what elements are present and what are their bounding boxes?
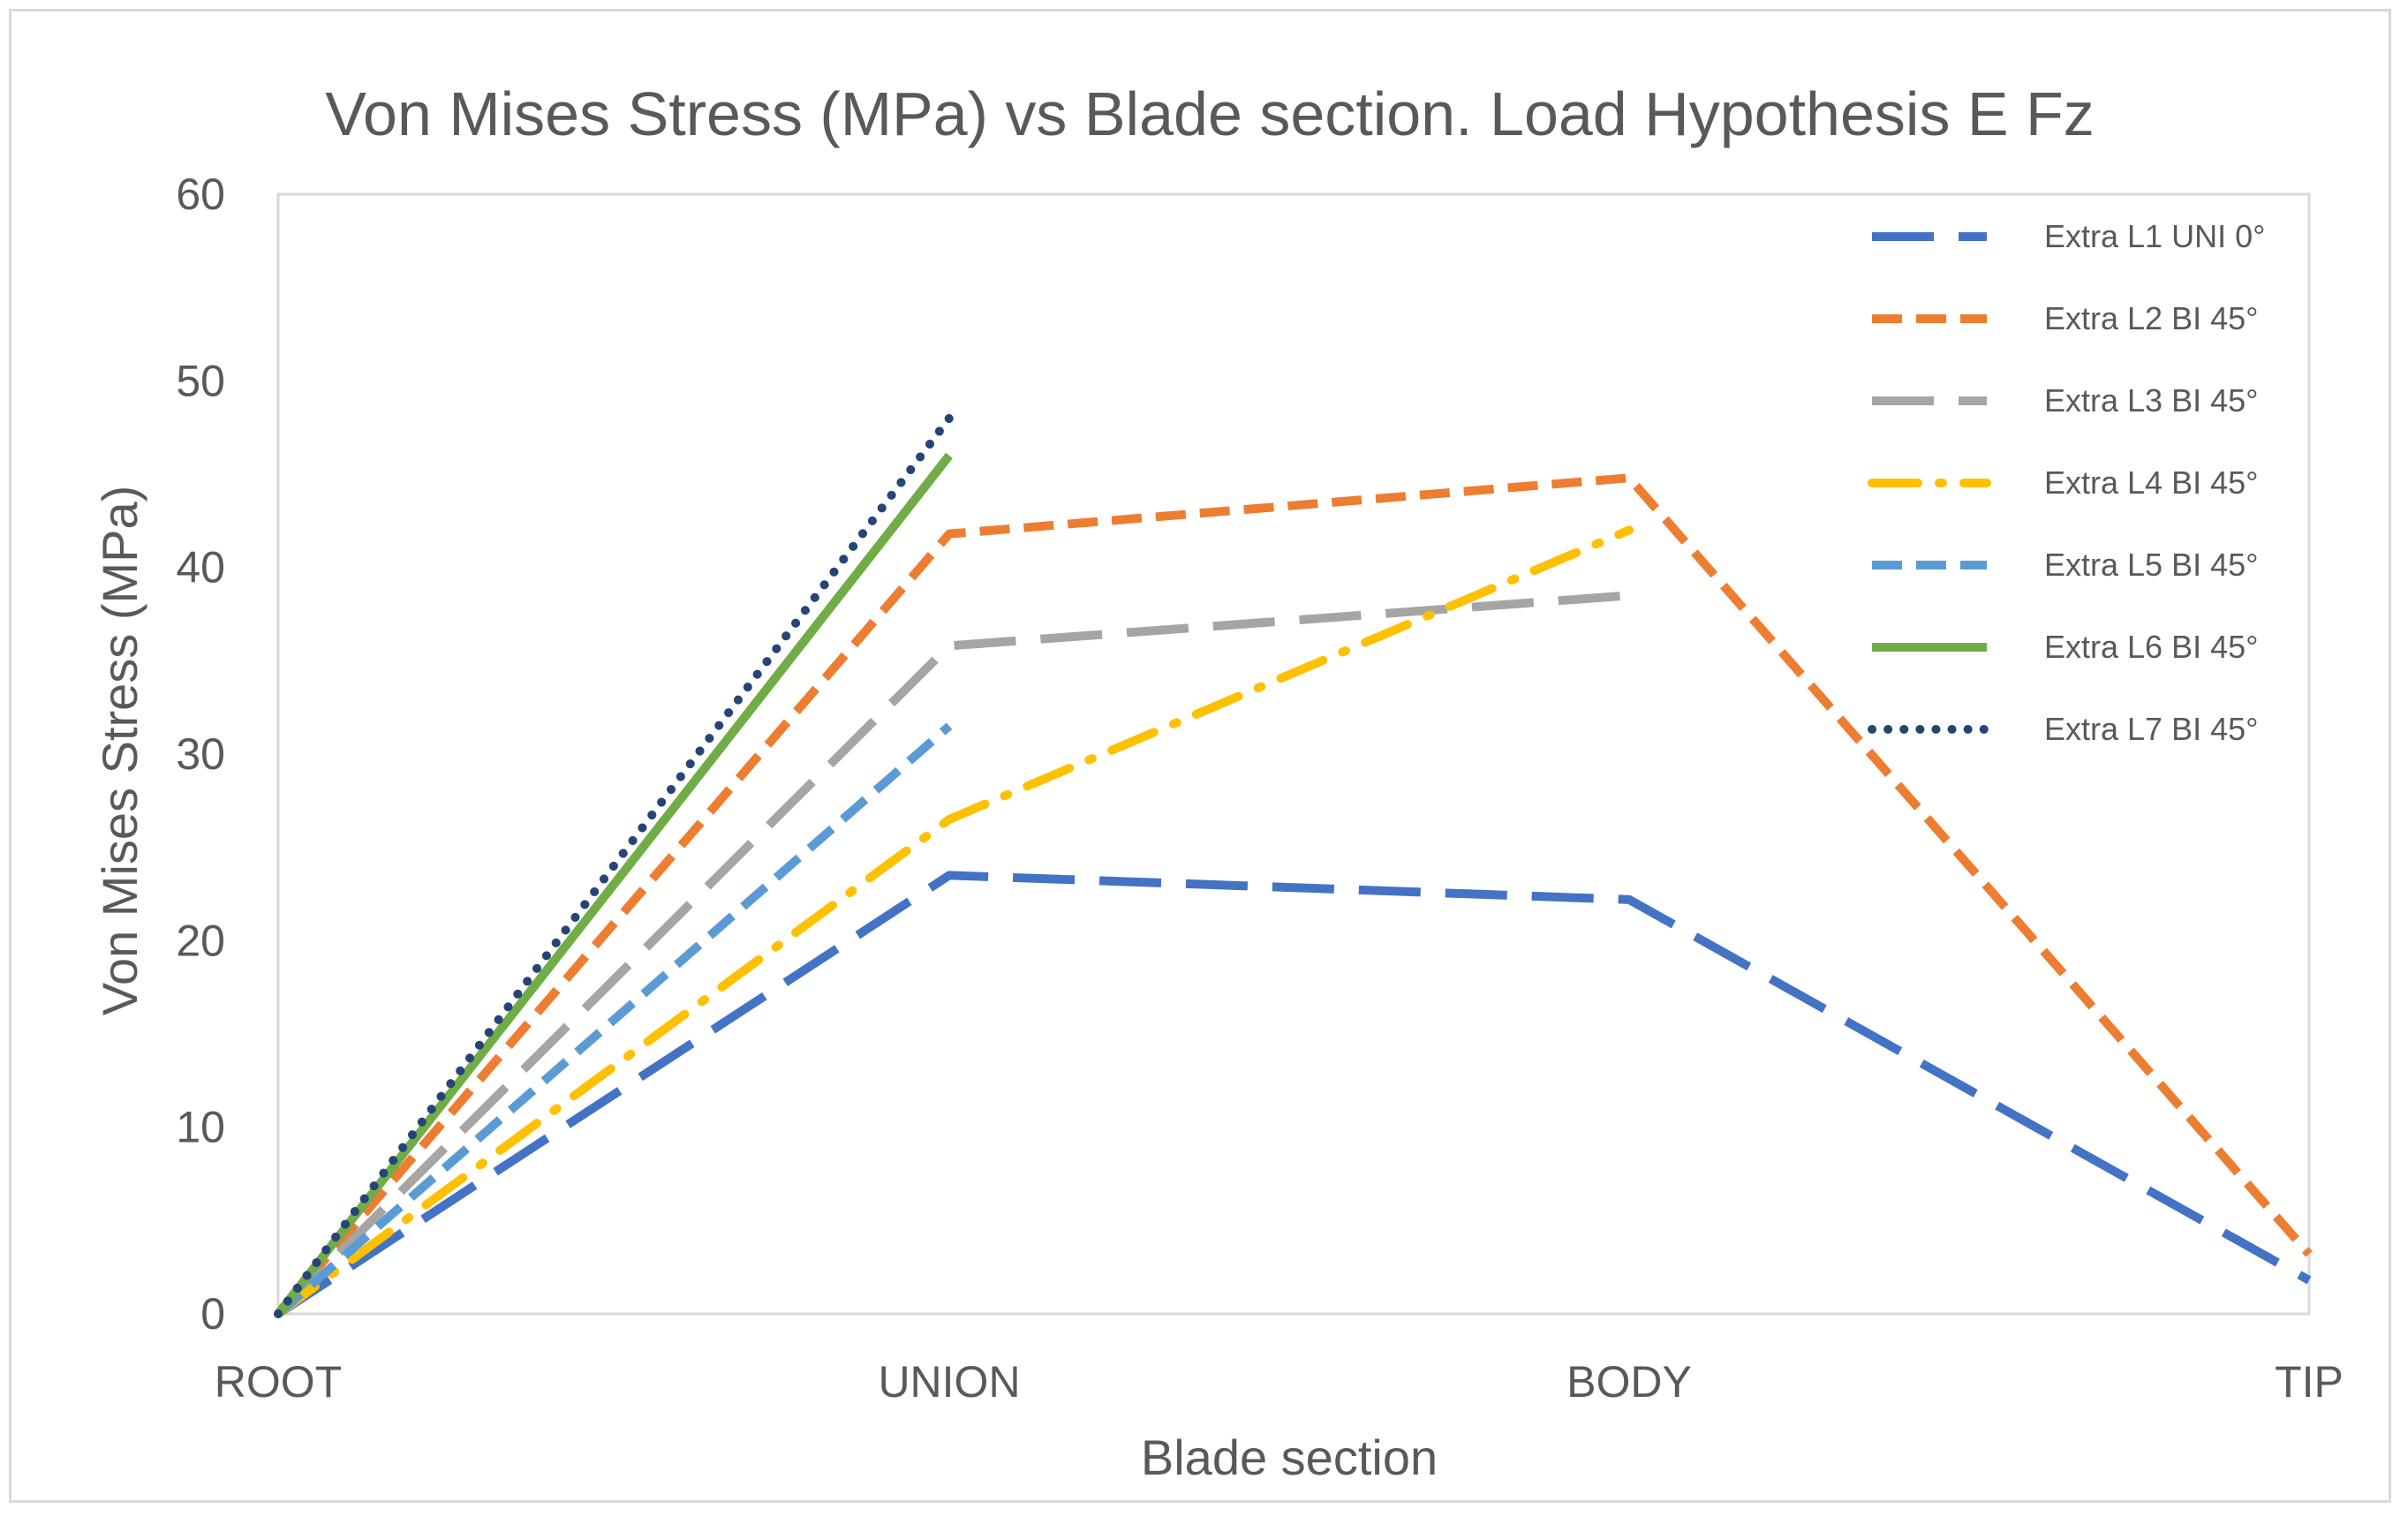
x-tick-label: UNION (878, 1357, 1020, 1407)
chart-title: Von Mises Stress (MPa) vs Blade section.… (325, 79, 2095, 148)
y-tick-label: 50 (176, 356, 225, 405)
y-tick-label: 20 (176, 916, 225, 965)
series-layer (274, 413, 2313, 1318)
legend-label-3: Extra L3 BI 45° (2044, 382, 2259, 419)
series-line-7 (274, 413, 954, 1318)
y-tick-label: 40 (176, 543, 225, 592)
chart-frame (9, 9, 2391, 1503)
x-tick-label: ROOT (215, 1357, 342, 1407)
x-tick-label: BODY (1566, 1357, 1692, 1407)
series-line-6 (275, 452, 953, 1317)
legend-label-7: Extra L7 BI 45° (2044, 711, 2259, 747)
y-tick-label: 10 (176, 1103, 225, 1152)
series-line-1 (276, 871, 2312, 1318)
plot-area (276, 192, 2311, 1316)
y-tick-label: 30 (176, 729, 225, 779)
y-tick-label: 0 (200, 1289, 225, 1339)
series-line-2 (275, 473, 2313, 1317)
series-line-3 (275, 591, 1630, 1317)
series-line-5 (275, 722, 953, 1317)
legend-label-6: Extra L6 BI 45° (2044, 629, 2259, 665)
legend-label-5: Extra L5 BI 45° (2044, 547, 2259, 583)
x-tick-label: TIP (2275, 1357, 2344, 1407)
series-line-4 (274, 525, 1634, 1318)
y-tick-label: 60 (176, 170, 225, 219)
x-axis-title: Blade section (1141, 1430, 1438, 1485)
y-axis-title: Von Mises Stress (MPa) (92, 486, 147, 1016)
x-axis-ticks: ROOT UNION BODY TIP (215, 1357, 2344, 1407)
legend-label-4: Extra L4 BI 45° (2044, 464, 2259, 501)
legend: Extra L1 UNI 0° Extra L2 BI 45° Extra L3 B… (1868, 218, 2266, 747)
y-axis-ticks: 0 10 20 30 40 50 60 (176, 170, 225, 1339)
legend-label-2: Extra L2 BI 45° (2044, 300, 2259, 336)
legend-label-1: Extra L1 UNI 0° (2044, 218, 2266, 254)
